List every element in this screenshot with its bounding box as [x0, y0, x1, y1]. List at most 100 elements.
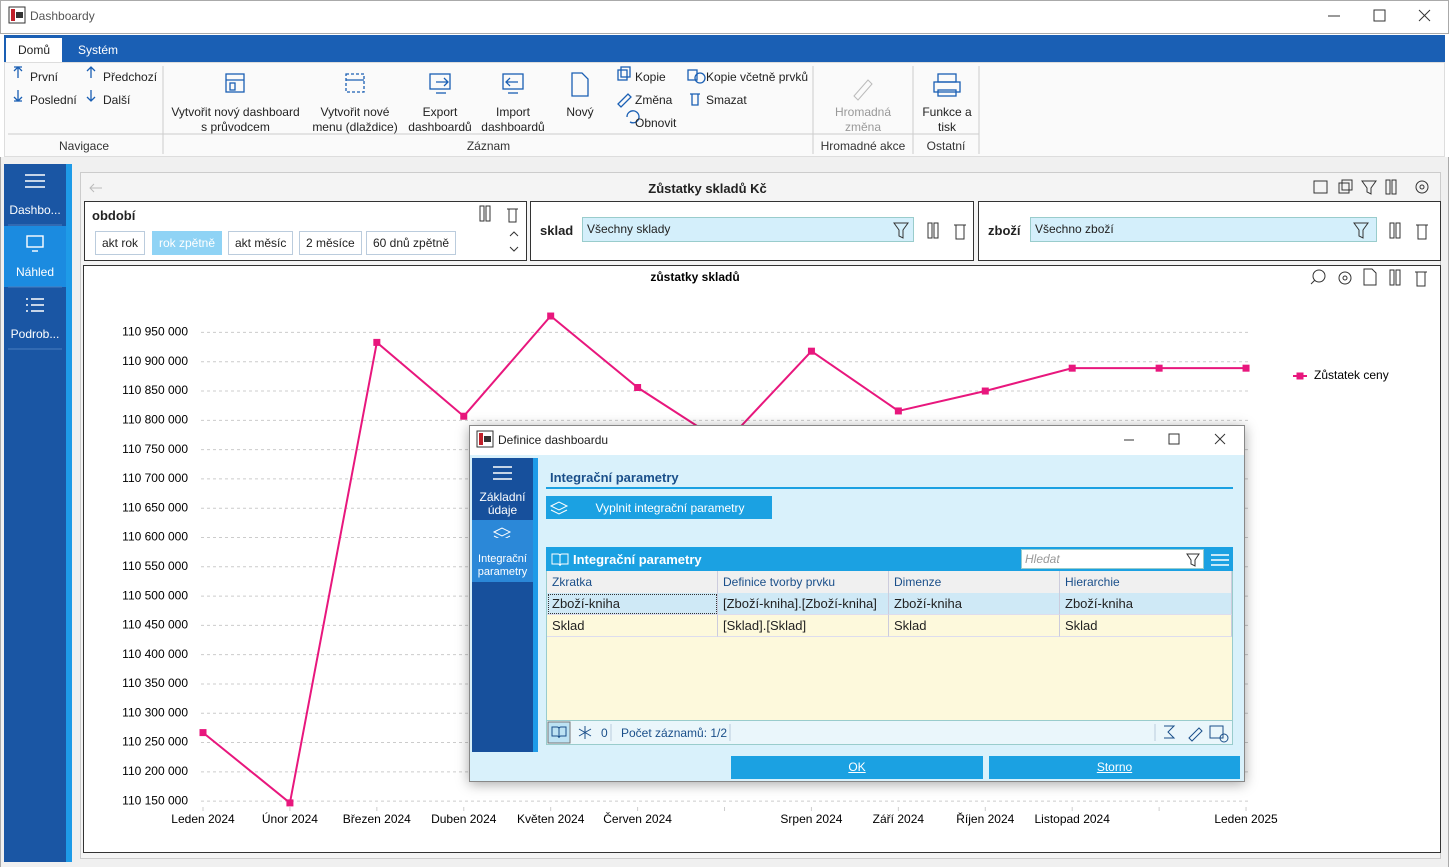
- y-tick-label: 110 700 000: [122, 471, 188, 485]
- grid-cell[interactable]: [Sklad].[Sklad]: [718, 615, 889, 637]
- filter-option[interactable]: 2 měsíce: [299, 231, 362, 255]
- ribbon-button[interactable]: Vytvořit nové menu (dlaždice): [312, 105, 398, 134]
- grid-column-header: Zkratka: [547, 571, 718, 593]
- ribbon-button[interactable]: Poslední: [30, 93, 77, 107]
- y-tick-label: 110 200 000: [122, 764, 188, 778]
- x-tick-label: Květen 2024: [517, 812, 585, 826]
- sidebar-item[interactable]: Podrob...: [10, 327, 60, 341]
- sidebar-item[interactable]: Náhled: [15, 265, 55, 279]
- x-tick-label: Říjen 2024: [956, 811, 1014, 826]
- filter-select[interactable]: Všechny sklady: [582, 217, 914, 242]
- ribbon-icons: [8, 66, 980, 154]
- grid-search[interactable]: Hledat: [1021, 549, 1204, 569]
- filter-option[interactable]: 60 dnů zpětně: [366, 231, 457, 255]
- dialog-tab[interactable]: Základní údaje: [479, 490, 526, 517]
- window-title: Dashboardy: [30, 9, 95, 23]
- data-point: [1068, 364, 1076, 372]
- ok-button[interactable]: OK: [731, 756, 983, 779]
- grid-search-icons: [1186, 553, 1229, 567]
- ribbon-button[interactable]: Předchozí: [103, 70, 158, 84]
- grid-cell[interactable]: Sklad: [1060, 615, 1232, 637]
- ribbon-button[interactable]: Funkce a tisk: [922, 105, 972, 134]
- y-tick-label: 110 600 000: [122, 530, 188, 544]
- dialog-tab[interactable]: Integrační parametry: [477, 553, 528, 578]
- ribbon-button[interactable]: První: [30, 70, 59, 84]
- data-point: [981, 387, 989, 395]
- grid-column-header: Definice tvorby prvku: [718, 571, 889, 593]
- x-tick-label: Listopad 2024: [1034, 812, 1110, 826]
- grid-column-header: Dimenze: [889, 571, 1060, 593]
- ribbon-button[interactable]: Smazat: [706, 93, 747, 107]
- filter-count: 0: [601, 726, 608, 740]
- ribbon-button[interactable]: Změna: [635, 93, 673, 107]
- data-point: [460, 412, 468, 420]
- data-point: [547, 312, 555, 320]
- filter-label: období: [92, 208, 136, 223]
- filter-option[interactable]: akt rok: [95, 231, 146, 255]
- data-point: [634, 384, 642, 392]
- ribbon-button[interactable]: Obnovit: [635, 116, 677, 130]
- section-rule: [546, 487, 1233, 489]
- grid-cell[interactable]: Sklad: [547, 615, 718, 637]
- ribbon-group-label: Ostatní: [926, 139, 966, 153]
- filter-select[interactable]: Všechno zboží: [1030, 217, 1377, 242]
- filter-label: sklad: [540, 223, 574, 238]
- title-bar: [0, 0, 1449, 34]
- ribbon-group-label: Navigace: [58, 139, 110, 153]
- y-tick-label: 110 500 000: [122, 588, 188, 602]
- grid-cell[interactable]: Sklad: [889, 615, 1060, 637]
- fill-button-bg: [546, 496, 772, 519]
- y-tick-label: 110 750 000: [122, 442, 188, 456]
- ribbon-button[interactable]: Kopie včetně prvků: [706, 70, 809, 84]
- data-point: [1155, 364, 1163, 372]
- ribbon-button[interactable]: Export dashboardů: [408, 105, 472, 134]
- y-tick-label: 110 250 000: [122, 735, 188, 749]
- fill-button[interactable]: Vyplnit integrační parametry: [595, 501, 745, 515]
- dialog-sidebar-icons: [492, 466, 512, 538]
- dashboard-title: Zůstatky skladů Kč: [648, 181, 767, 196]
- chart-title: zůstatky skladů: [650, 270, 739, 284]
- ribbon-button[interactable]: Další: [103, 93, 131, 107]
- x-tick-label: Březen 2024: [343, 812, 411, 826]
- grid-cell[interactable]: [Zboží-kniha].[Zboží-kniha]: [718, 593, 889, 615]
- x-tick-label: Srpen 2024: [780, 812, 842, 826]
- ribbon-button[interactable]: Kopie: [635, 70, 666, 84]
- grid-footer-icons: [547, 721, 1229, 744]
- ribbon-tab[interactable]: Domů: [6, 38, 62, 62]
- ribbon-button[interactable]: Vytvořit nový dashboard s průvodcem: [171, 105, 300, 134]
- grid-column-header: Hierarchie: [1060, 571, 1232, 593]
- ribbon-tab[interactable]: Systém: [77, 43, 118, 57]
- y-tick-label: 110 450 000: [122, 618, 188, 632]
- dialog-sidebar-selected: [472, 520, 533, 582]
- y-tick-label: 110 800 000: [122, 412, 188, 426]
- cancel-button[interactable]: Storno: [989, 756, 1240, 779]
- data-point: [807, 347, 815, 355]
- filter-option-selected[interactable]: rok zpětně: [152, 231, 223, 255]
- x-tick-label: Únor 2024: [262, 811, 318, 826]
- ribbon-button[interactable]: Nový: [566, 105, 594, 119]
- y-tick-label: 110 350 000: [122, 676, 188, 690]
- y-tick-label: 110 850 000: [122, 383, 188, 397]
- y-tick-label: 110 650 000: [122, 500, 188, 514]
- x-tick-label: Leden 2025: [1214, 812, 1278, 826]
- grid-cell[interactable]: Zboží-kniha: [889, 593, 1060, 615]
- grid-cell[interactable]: Zboží-kniha: [1060, 593, 1232, 615]
- y-tick-label: 110 300 000: [122, 705, 188, 719]
- grid-cell[interactable]: Zboží-kniha: [547, 593, 718, 615]
- sidebar-icons: [8, 174, 62, 350]
- ribbon-group-label: Hromadné akce: [820, 139, 906, 153]
- data-point: [373, 338, 381, 346]
- y-tick-label: 110 550 000: [122, 559, 188, 573]
- filter-option[interactable]: akt měsíc: [228, 231, 294, 255]
- y-tick-label: 110 900 000: [122, 354, 188, 368]
- filter-label: zboží: [988, 223, 1021, 238]
- dialog-sidebar: [472, 458, 533, 752]
- window-controls[interactable]: [1320, 6, 1440, 26]
- dialog-title-icons: [476, 430, 1226, 448]
- ribbon-button[interactable]: Import dashboardů: [481, 105, 545, 134]
- x-tick-label: Září 2024: [873, 812, 925, 826]
- sidebar-item[interactable]: Dashbo...: [9, 203, 61, 217]
- fill-button-icon: [549, 501, 569, 515]
- legend-marker: [1296, 372, 1304, 380]
